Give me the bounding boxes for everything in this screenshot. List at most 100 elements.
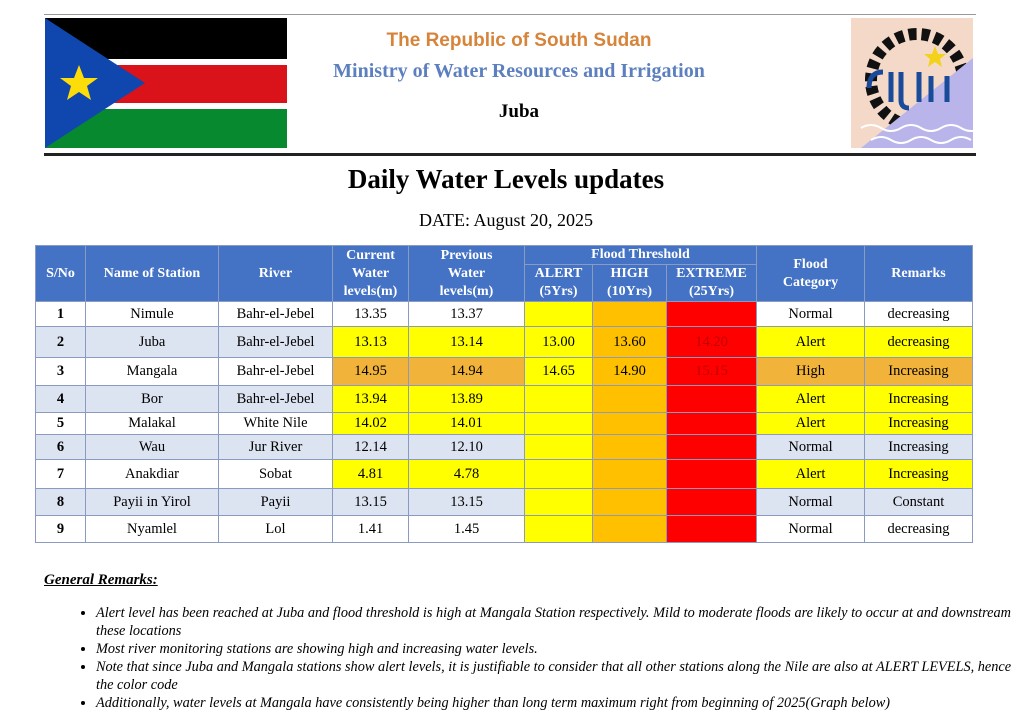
cell-previous: 1.45: [408, 515, 525, 543]
header-flood-threshold: Flood Threshold: [524, 245, 757, 265]
cell-previous: 13.15: [408, 488, 525, 516]
water-levels-table: S/No Name of Station River Current Water…: [35, 245, 973, 543]
cell-river: Payii: [218, 488, 333, 516]
header-extreme: EXTREME (25Yrs): [666, 264, 757, 302]
header-flood-category: Flood Category: [756, 245, 865, 302]
city-title: Juba: [498, 101, 540, 122]
header-previous-line: Previous: [440, 247, 493, 263]
header-bottom-rule: [44, 153, 976, 156]
header-previous-line: levels(m): [439, 283, 494, 299]
remark-item: Alert level has been reached at Juba and…: [96, 604, 1012, 640]
cell-previous: 14.01: [408, 412, 525, 435]
header-current-line: Current: [346, 247, 395, 263]
table-row: 3 Mangala Bahr-el-Jebel 14.95 14.94 14.6…: [35, 357, 973, 386]
table-row: 9 Nyamlel Lol 1.41 1.45 Normal decreasin…: [35, 515, 973, 543]
cell-remarks: Constant: [864, 488, 973, 516]
cell-river: Bahr-el-Jebel: [218, 385, 333, 413]
header-previous-line: Water: [447, 265, 486, 281]
cell-sno: 9: [35, 515, 86, 543]
cell-category: Normal: [756, 515, 865, 543]
table-body: 1 Nimule Bahr-el-Jebel 13.35 13.37 Norma…: [35, 301, 973, 543]
cell-station: Malakal: [85, 412, 219, 435]
remark-item: Most river monitoring stations are showi…: [96, 640, 1012, 658]
cell-remarks: Increasing: [864, 357, 973, 386]
cell-current: 1.41: [332, 515, 409, 543]
cell-high: [592, 301, 667, 327]
letterhead: The Republic of South Sudan Ministry of …: [44, 14, 976, 156]
cell-remarks: decreasing: [864, 515, 973, 543]
cell-high: [592, 412, 667, 435]
cell-alert: [524, 515, 593, 543]
cell-alert: [524, 385, 593, 413]
header-category-line: Category: [782, 274, 839, 290]
general-remarks-list: Alert level has been reached at Juba and…: [60, 604, 1012, 712]
header-category-line: Flood: [793, 256, 828, 272]
cell-extreme: [666, 434, 757, 460]
cell-current: 13.35: [332, 301, 409, 327]
cell-previous: 13.37: [408, 301, 525, 327]
header-high-line: (10Yrs): [606, 284, 653, 299]
cell-river: Bahr-el-Jebel: [218, 301, 333, 327]
cell-sno: 8: [35, 488, 86, 516]
cell-remarks: Increasing: [864, 459, 973, 489]
cell-high: [592, 434, 667, 460]
cell-extreme: 15.15: [666, 357, 757, 386]
cell-station: Bor: [85, 385, 219, 413]
table-row: 8 Payii in Yirol Payii 13.15 13.15 Norma…: [35, 488, 973, 516]
cell-previous: 12.10: [408, 434, 525, 460]
cell-river: Sobat: [218, 459, 333, 489]
cell-remarks: Increasing: [864, 385, 973, 413]
cell-remarks: Increasing: [864, 434, 973, 460]
cell-sno: 1: [35, 301, 86, 327]
cell-alert: [524, 434, 593, 460]
cell-category: Alert: [756, 385, 865, 413]
table-row: 1 Nimule Bahr-el-Jebel 13.35 13.37 Norma…: [35, 301, 973, 327]
table-row: 7 Anakdiar Sobat 4.81 4.78 Alert Increas…: [35, 459, 973, 489]
cell-current: 13.13: [332, 326, 409, 358]
cell-category: Normal: [756, 434, 865, 460]
table-row: 5 Malakal White Nile 14.02 14.01 Alert I…: [35, 412, 973, 435]
cell-remarks: Increasing: [864, 412, 973, 435]
cell-extreme: [666, 515, 757, 543]
document-date: DATE: August 20, 2025: [418, 210, 593, 230]
cell-alert: [524, 459, 593, 489]
cell-extreme: [666, 412, 757, 435]
cell-station: Mangala: [85, 357, 219, 386]
header-extreme-line: (25Yrs): [688, 284, 735, 299]
cell-extreme: [666, 488, 757, 516]
cell-river: Bahr-el-Jebel: [218, 326, 333, 358]
ministry-title: Ministry of Water Resources and Irrigati…: [333, 60, 705, 82]
cell-current: 4.81: [332, 459, 409, 489]
cell-high: 14.90: [592, 357, 667, 386]
cell-high: [592, 385, 667, 413]
cell-previous: 13.14: [408, 326, 525, 358]
cell-sno: 3: [35, 357, 86, 386]
cell-station: Juba: [85, 326, 219, 358]
header-previous: Previous Water levels(m): [408, 245, 525, 302]
cell-high: [592, 459, 667, 489]
table-header: S/No Name of Station River Current Water…: [35, 245, 973, 302]
cell-category: High: [756, 357, 865, 386]
cell-category: Alert: [756, 326, 865, 358]
header-top-rule: [44, 14, 976, 15]
cell-high: [592, 515, 667, 543]
header-extreme-line: EXTREME: [676, 266, 747, 281]
cell-sno: 5: [35, 412, 86, 435]
cell-sno: 7: [35, 459, 86, 489]
cell-extreme: 14.20: [666, 326, 757, 358]
cell-extreme: [666, 385, 757, 413]
cell-station: Nimule: [85, 301, 219, 327]
header-remarks: Remarks: [864, 245, 973, 302]
cell-river: Lol: [218, 515, 333, 543]
table-row: 2 Juba Bahr-el-Jebel 13.13 13.14 13.00 1…: [35, 326, 973, 358]
header-station: Name of Station: [85, 245, 219, 302]
cell-station: Anakdiar: [85, 459, 219, 489]
cell-current: 14.02: [332, 412, 409, 435]
cell-extreme: [666, 301, 757, 327]
header-high: HIGH (10Yrs): [592, 264, 667, 302]
cell-category: Normal: [756, 488, 865, 516]
header-alert: ALERT (5Yrs): [524, 264, 593, 302]
table-row: 6 Wau Jur River 12.14 12.10 Normal Incre…: [35, 434, 973, 460]
cell-category: Alert: [756, 459, 865, 489]
remark-item: Note that since Juba and Mangala station…: [96, 658, 1012, 694]
